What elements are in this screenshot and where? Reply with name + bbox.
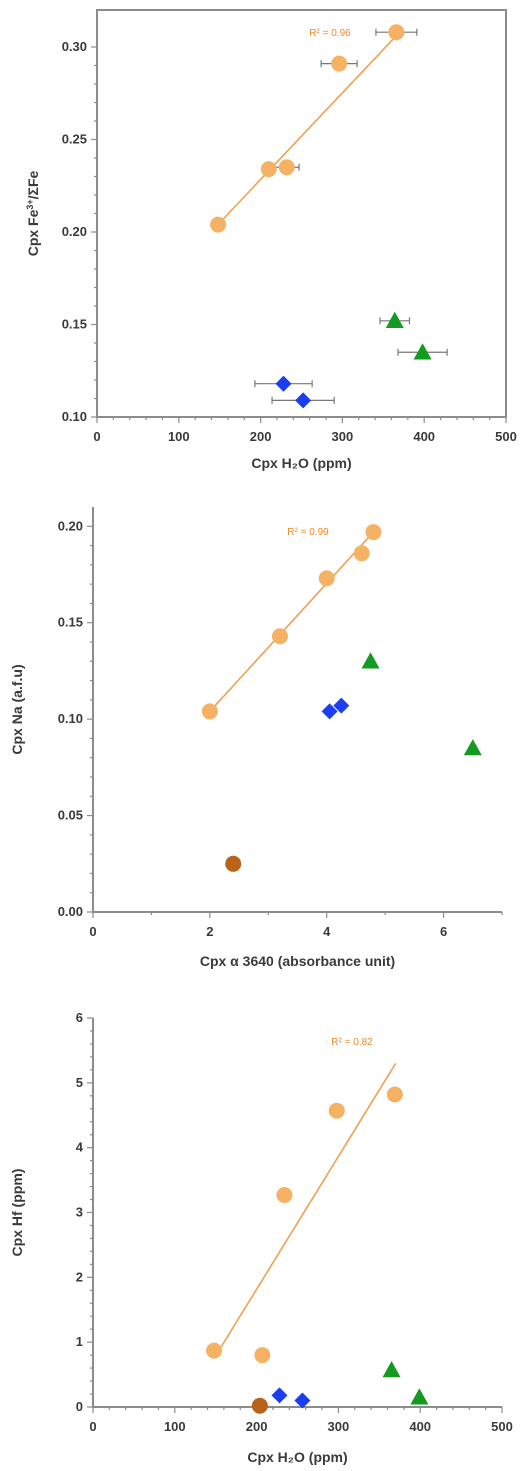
circle-point (331, 55, 348, 72)
plot-frame (96, 9, 507, 418)
x-tick-label: 500 (491, 1419, 513, 1434)
y-axis-label-part: /ΣFe (25, 171, 41, 200)
x-tick-label: 300 (332, 429, 354, 444)
circle-point (388, 24, 405, 41)
y-axis-label-part: Cpx Fe (25, 209, 41, 256)
triangle-point (382, 1361, 401, 1378)
circle-point (271, 628, 288, 645)
diamond-point (275, 375, 292, 392)
fit-line (209, 531, 375, 712)
circle-point (318, 570, 335, 587)
chart-panel-1: 0 100 200 300 400 500 0.10 0.15 0.20 0.25 0.30 Cpx … (25, 9, 517, 471)
x-axis-label: Cpx α 3640 (absorbance unit) (200, 953, 395, 969)
y-tick-label: 0.20 (62, 224, 87, 239)
circle-point (353, 545, 370, 562)
diamond-point (295, 392, 312, 409)
y-tick-label: 0.30 (62, 39, 87, 54)
y-tick-label: 0.15 (62, 317, 87, 332)
y-axis-label: Cpx Fe3+/ΣFe (25, 171, 41, 257)
fit-line (213, 1062, 397, 1359)
y-tick-label: 0.25 (62, 132, 87, 147)
x-tick-label: 2 (206, 924, 213, 939)
circle-point (328, 1102, 345, 1119)
y-tick-label: 6 (76, 1010, 83, 1025)
y-axis-label: Cpx Na (a.f.u) (9, 664, 25, 754)
r-squared-label: R² = 0.99 (287, 527, 329, 538)
x-tick-label: 400 (413, 429, 435, 444)
brown-point (251, 1397, 268, 1414)
triangle-point (410, 1388, 429, 1405)
chart-panel-3: 0 100 200 300 400 500 0 1 2 3 4 5 6 Cpx H₂O (ppm) Cpx … (9, 1010, 513, 1465)
x-tick-label: 100 (164, 1419, 186, 1434)
axes-lines (92, 1018, 502, 1408)
y-axis-label-part: Cpx Na (a.f.u) (9, 664, 25, 754)
x-tick-label: 0 (89, 1419, 96, 1434)
y-tick-label: 1 (76, 1334, 83, 1349)
circle-point (254, 1347, 271, 1364)
fit-line (219, 31, 401, 224)
x-tick-label: 0 (93, 429, 100, 444)
y-tick-label: 0.00 (58, 904, 83, 919)
y-tick-label: 0.10 (62, 409, 87, 424)
y-tick-label: 0.15 (58, 615, 83, 630)
circle-point (210, 216, 227, 233)
triangle-point (361, 652, 380, 669)
circle-point (201, 703, 218, 720)
circle-point (206, 1342, 223, 1359)
chart-panel-2: 0 2 4 6 0.00 0.05 0.10 0.15 0.20 Cpx α 3640 (abso… (9, 507, 503, 969)
x-tick-label: 200 (246, 1419, 268, 1434)
x-axis-label: Cpx H₂O (ppm) (247, 1449, 347, 1465)
x-tick-label: 400 (409, 1419, 431, 1434)
x-tick-label: 0 (89, 924, 96, 939)
r-squared-label: R² = 0.96 (309, 28, 351, 39)
y-tick-label: 0 (76, 1399, 83, 1414)
diamond-point (333, 697, 350, 714)
triangle-point (413, 343, 432, 360)
y-tick-label: 0.10 (58, 711, 83, 726)
x-tick-label: 500 (495, 429, 517, 444)
x-tick-label: 300 (328, 1419, 350, 1434)
y-tick-label: 2 (76, 1269, 83, 1284)
r-squared-label: R² = 0.82 (331, 1037, 373, 1048)
diamond-point (271, 1387, 288, 1404)
y-axis-label: Cpx Hf (ppm) (9, 1169, 25, 1257)
brown-point (225, 855, 242, 872)
triangle-point (385, 311, 404, 328)
circle-point (278, 159, 295, 176)
y-tick-label: 5 (76, 1075, 83, 1090)
x-tick-label: 4 (323, 924, 331, 939)
y-tick-label: 0.20 (58, 518, 83, 533)
x-tick-label: 6 (440, 924, 447, 939)
circle-point (276, 1186, 293, 1203)
y-tick-label: 3 (76, 1205, 83, 1220)
x-tick-label: 200 (250, 429, 272, 444)
circle-point (365, 524, 382, 541)
x-axis-label: Cpx H₂O (ppm) (251, 455, 351, 471)
y-axis-label-part: 3+ (25, 199, 35, 209)
axes-lines (92, 507, 502, 913)
y-tick-label: 4 (76, 1140, 84, 1155)
circle-point (260, 161, 277, 178)
diamond-point (321, 703, 338, 720)
diamond-point (294, 1392, 311, 1409)
x-tick-label: 100 (168, 429, 190, 444)
triangle-point (463, 739, 482, 756)
y-axis-label-part: Cpx Hf (ppm) (9, 1169, 25, 1257)
y-tick-label: 0.05 (58, 808, 83, 823)
circle-point (386, 1086, 403, 1103)
